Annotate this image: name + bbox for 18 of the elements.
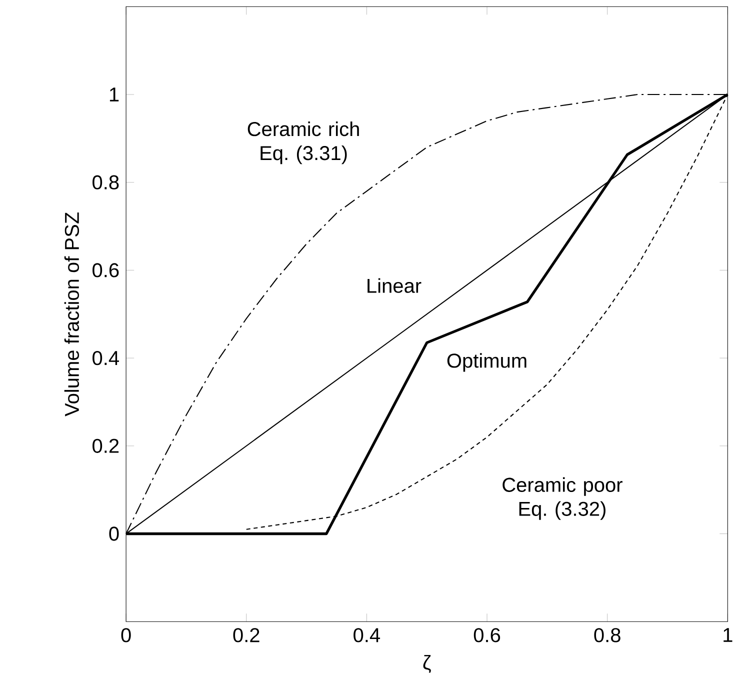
y-tick-label: 1 bbox=[110, 88, 119, 102]
x-axis-title: ζ bbox=[423, 654, 431, 673]
x-tick-label: 0.2 bbox=[233, 628, 260, 642]
series-label: Optimum bbox=[447, 353, 526, 372]
y-axis-title: Volume fraction of PSZ bbox=[64, 212, 80, 416]
x-tick-label: 0.6 bbox=[474, 628, 500, 642]
y-tick-label: 0 bbox=[109, 526, 119, 541]
text: Ceramic poor Eq. (3.32) bbox=[502, 477, 622, 520]
x-tick-label: 0.4 bbox=[354, 628, 380, 642]
x-tick-label: 0 bbox=[121, 628, 131, 642]
y-tick-label: 0.4 bbox=[92, 350, 119, 366]
series-label: Linear bbox=[368, 278, 422, 293]
x-tick-label: 1 bbox=[724, 628, 732, 642]
y-tick-label: 0.2 bbox=[92, 438, 119, 453]
y-tick-label: 0.6 bbox=[92, 263, 119, 278]
x-tick-label: 0.8 bbox=[594, 628, 620, 642]
series-label: Ceramic rich Eq. (3.31) bbox=[248, 122, 359, 164]
y-tick-label: 0.8 bbox=[92, 175, 119, 190]
